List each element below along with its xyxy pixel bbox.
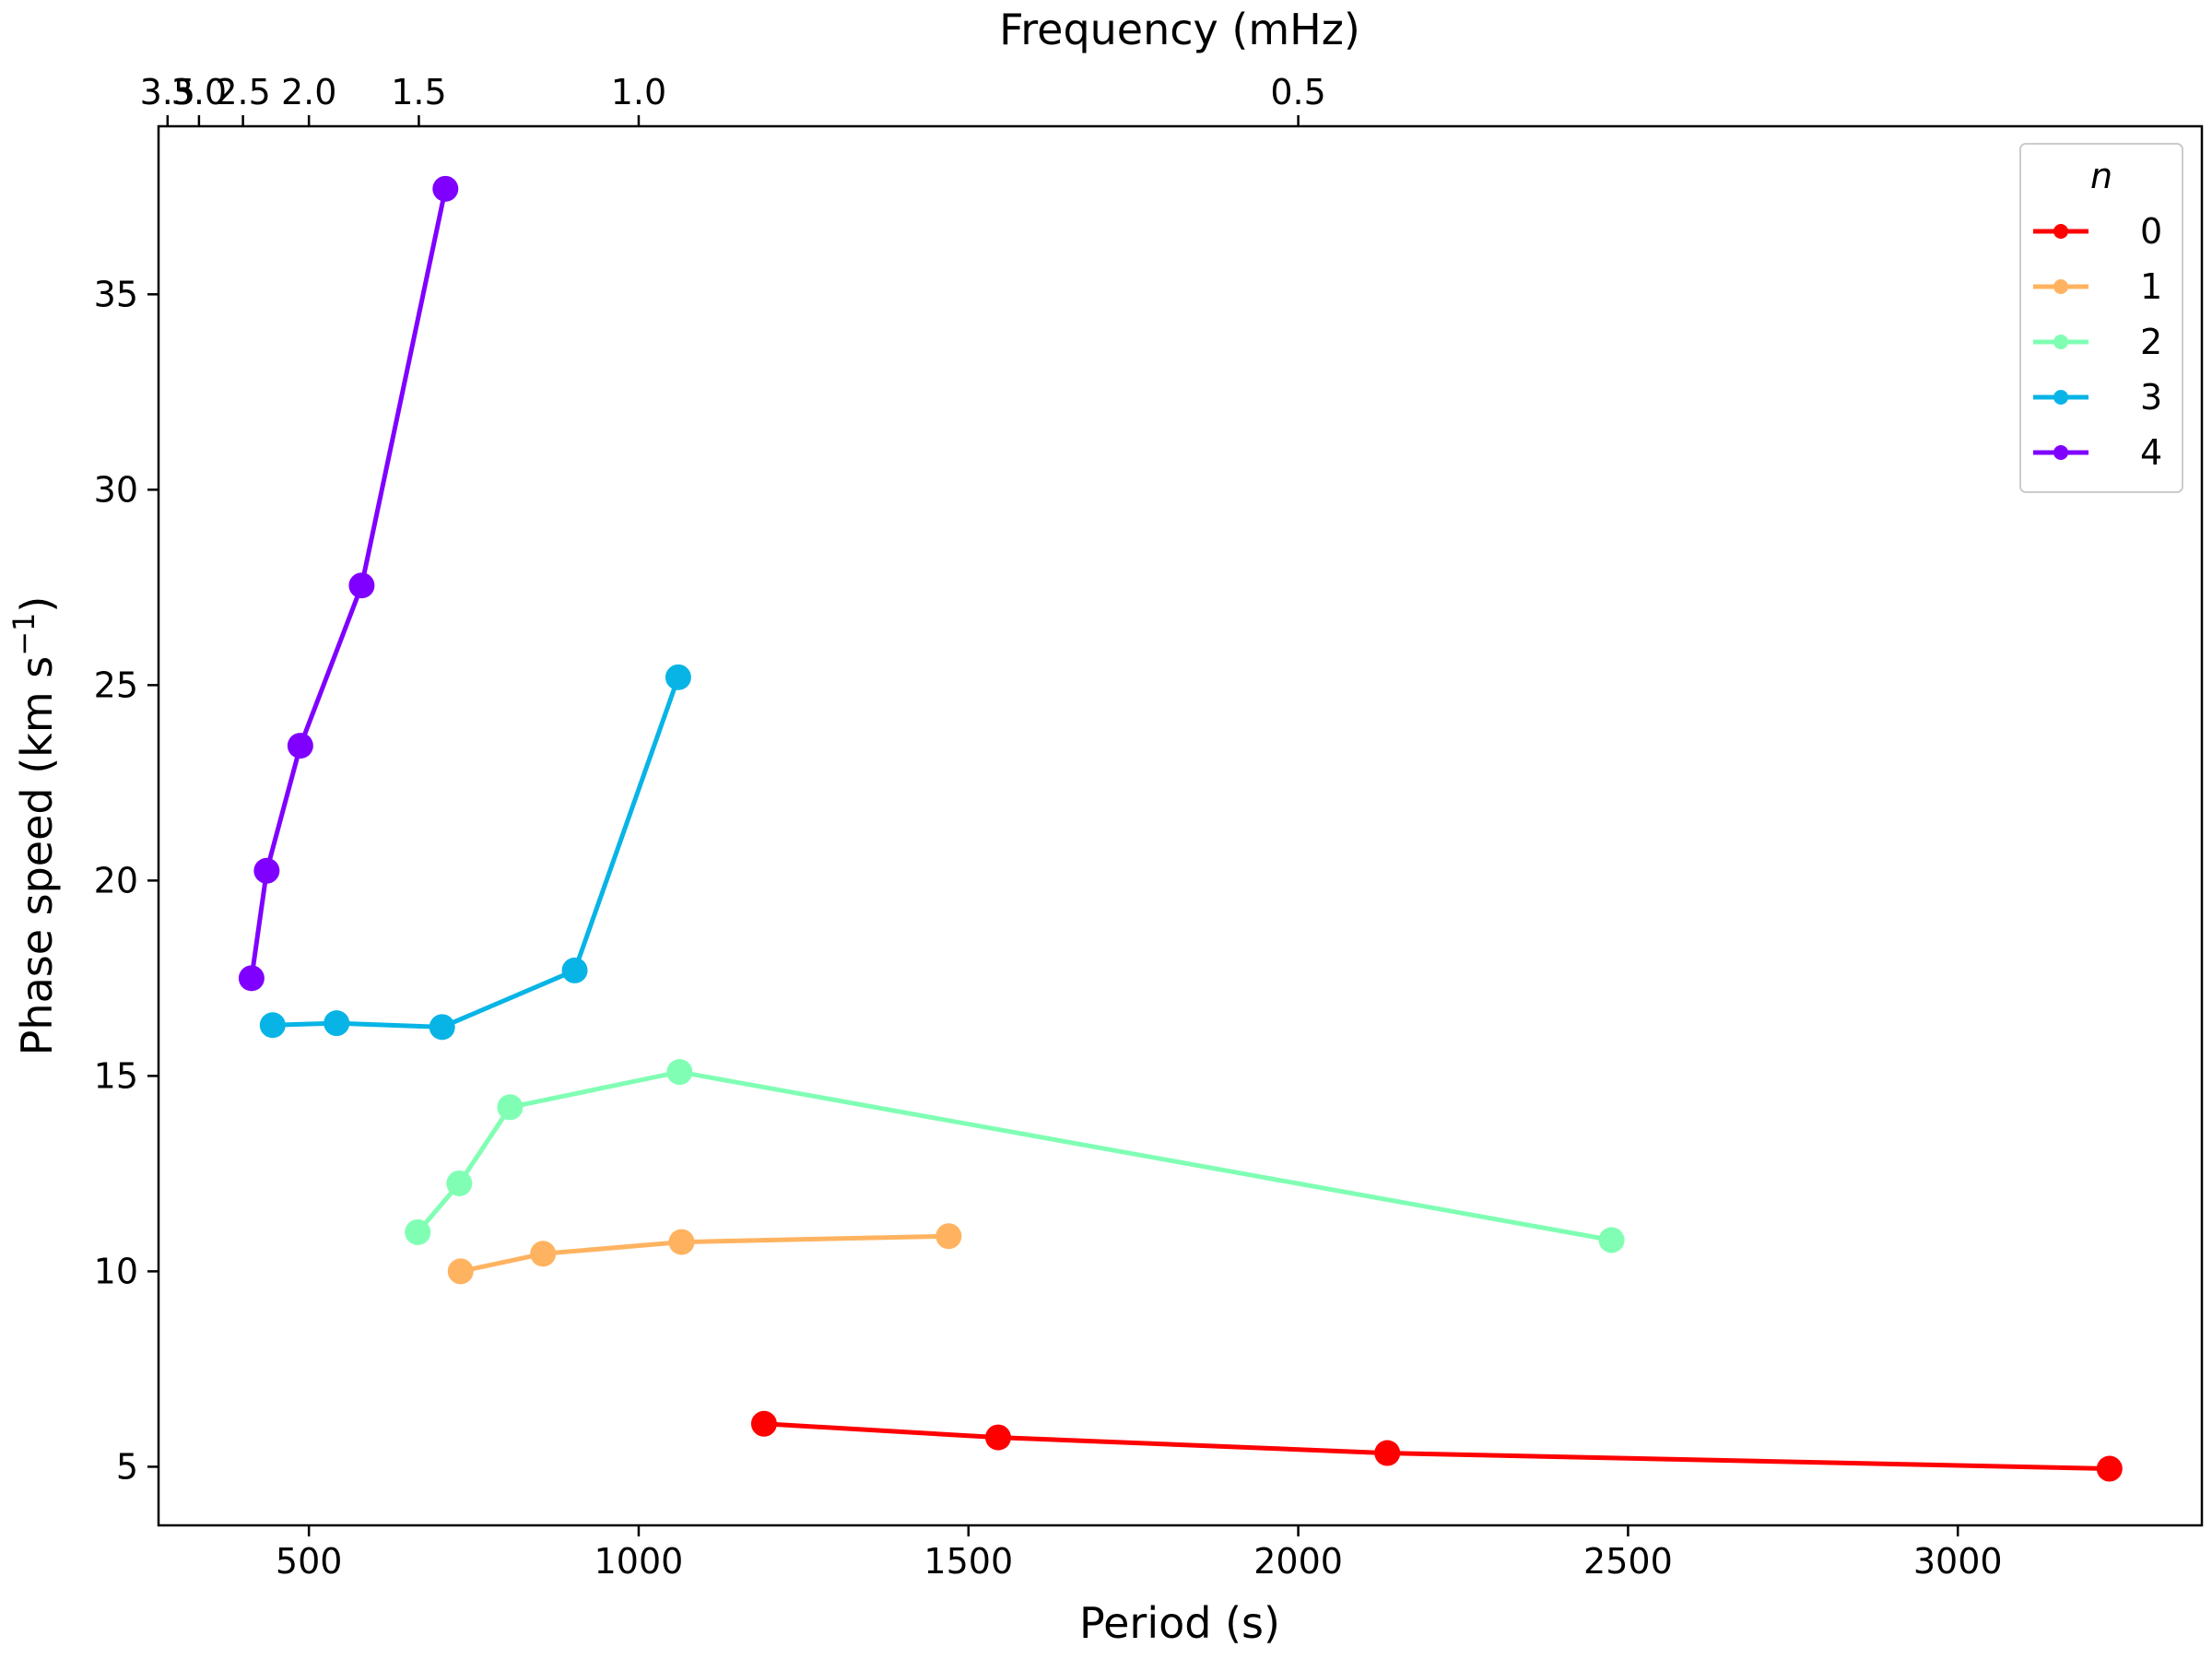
data-point-n2 [405, 1218, 431, 1245]
data-point-n3 [429, 1014, 455, 1041]
legend-label: 2 [2140, 322, 2162, 362]
data-point-n1 [530, 1241, 557, 1267]
data-point-n2 [1598, 1227, 1625, 1253]
y-axis-label: Phase speed (km s−1) [6, 596, 62, 1056]
data-point-n3 [665, 664, 691, 690]
legend-entry-n4: 4 [2033, 432, 2162, 473]
series-n0 [750, 1410, 2123, 1482]
y-tick-label: 10 [94, 1251, 138, 1291]
data-point-n0 [984, 1424, 1011, 1451]
top-tick-label: 1.0 [611, 72, 666, 112]
x-axis-label: Period (s) [1079, 1598, 1280, 1648]
data-point-n1 [447, 1258, 474, 1285]
legend-marker [2053, 445, 2068, 460]
series-n1 [447, 1223, 962, 1285]
top-tick-label: 2.0 [281, 72, 336, 112]
legend-label: 3 [2140, 377, 2162, 418]
x-tick-label: 1500 [924, 1541, 1013, 1582]
series-line-n4 [249, 188, 448, 979]
top-tick-label: 2.5 [215, 72, 270, 112]
legend-label: 1 [2140, 266, 2162, 307]
y-tick-label: 5 [116, 1446, 138, 1487]
series-layer [238, 175, 2123, 1482]
data-point-n4 [238, 965, 265, 992]
data-point-n4 [432, 175, 459, 202]
data-point-n4 [287, 733, 313, 759]
top-tick-label: 3.0 [171, 72, 227, 112]
legend-marker [2053, 335, 2068, 349]
data-point-n3 [561, 957, 588, 983]
data-point-n0 [750, 1410, 777, 1437]
series-n2 [405, 1059, 1625, 1253]
legend-marker [2053, 224, 2068, 239]
legend-label: 4 [2140, 432, 2162, 473]
legend-entry-n0: 0 [2033, 211, 2162, 252]
data-point-n2 [446, 1170, 473, 1196]
y-axis-label-sup: −1 [6, 613, 41, 656]
top-tick-label: 0.5 [1270, 72, 1325, 112]
legend: n 0 1 2 3 4 [2019, 143, 2183, 493]
y-axis-label-close: ) [12, 596, 62, 613]
data-point-n4 [253, 857, 280, 884]
y-tick-label: 20 [94, 860, 138, 900]
legend-entry-n1: 1 [2033, 266, 2162, 307]
y-tick-label: 35 [94, 274, 138, 314]
data-point-n1 [935, 1223, 962, 1250]
y-tick-label: 15 [94, 1055, 138, 1096]
legend-label: 0 [2140, 211, 2162, 252]
series-n3 [259, 664, 691, 1041]
plot-frame [157, 124, 2204, 1527]
top-tick-label: 1.5 [391, 72, 446, 112]
data-point-n3 [324, 1010, 350, 1037]
data-point-n0 [1374, 1440, 1401, 1466]
series-line-n2 [416, 1069, 1612, 1242]
series-n4 [238, 175, 459, 992]
x-tick-label: 3000 [1913, 1541, 2003, 1582]
data-point-n3 [259, 1012, 286, 1039]
y-tick-label: 30 [94, 469, 138, 510]
legend-entry-n3: 3 [2033, 377, 2162, 418]
x-tick-label: 2000 [1253, 1541, 1343, 1582]
y-axis-label-main: Phase speed (km s [12, 656, 62, 1056]
x-tick-label: 2500 [1583, 1541, 1673, 1582]
data-point-n0 [2096, 1455, 2123, 1482]
top-axis-label: Frequency (mHz) [999, 5, 1360, 54]
x-tick-label: 1000 [594, 1541, 684, 1582]
data-point-n1 [668, 1229, 695, 1255]
legend-marker [2053, 390, 2068, 405]
legend-marker [2053, 279, 2068, 294]
series-line-n3 [272, 677, 681, 1030]
legend-title: n [2090, 156, 2112, 196]
x-tick-label: 500 [276, 1541, 343, 1582]
y-tick-label: 25 [94, 665, 138, 705]
data-point-n2 [497, 1094, 524, 1121]
legend-entries: 0 1 2 3 4 [2033, 211, 2162, 473]
series-line-n0 [763, 1421, 2110, 1471]
data-point-n4 [348, 572, 375, 599]
top-tick-label: 3.5 [140, 72, 195, 112]
data-point-n2 [666, 1059, 693, 1086]
axes-layer: 500 1000 1500 2000 2500 3000 5 10 15 20 25 30 35 3.53… [94, 72, 2003, 1582]
legend-entry-n2: 2 [2033, 322, 2162, 362]
series-line-n1 [460, 1233, 949, 1274]
